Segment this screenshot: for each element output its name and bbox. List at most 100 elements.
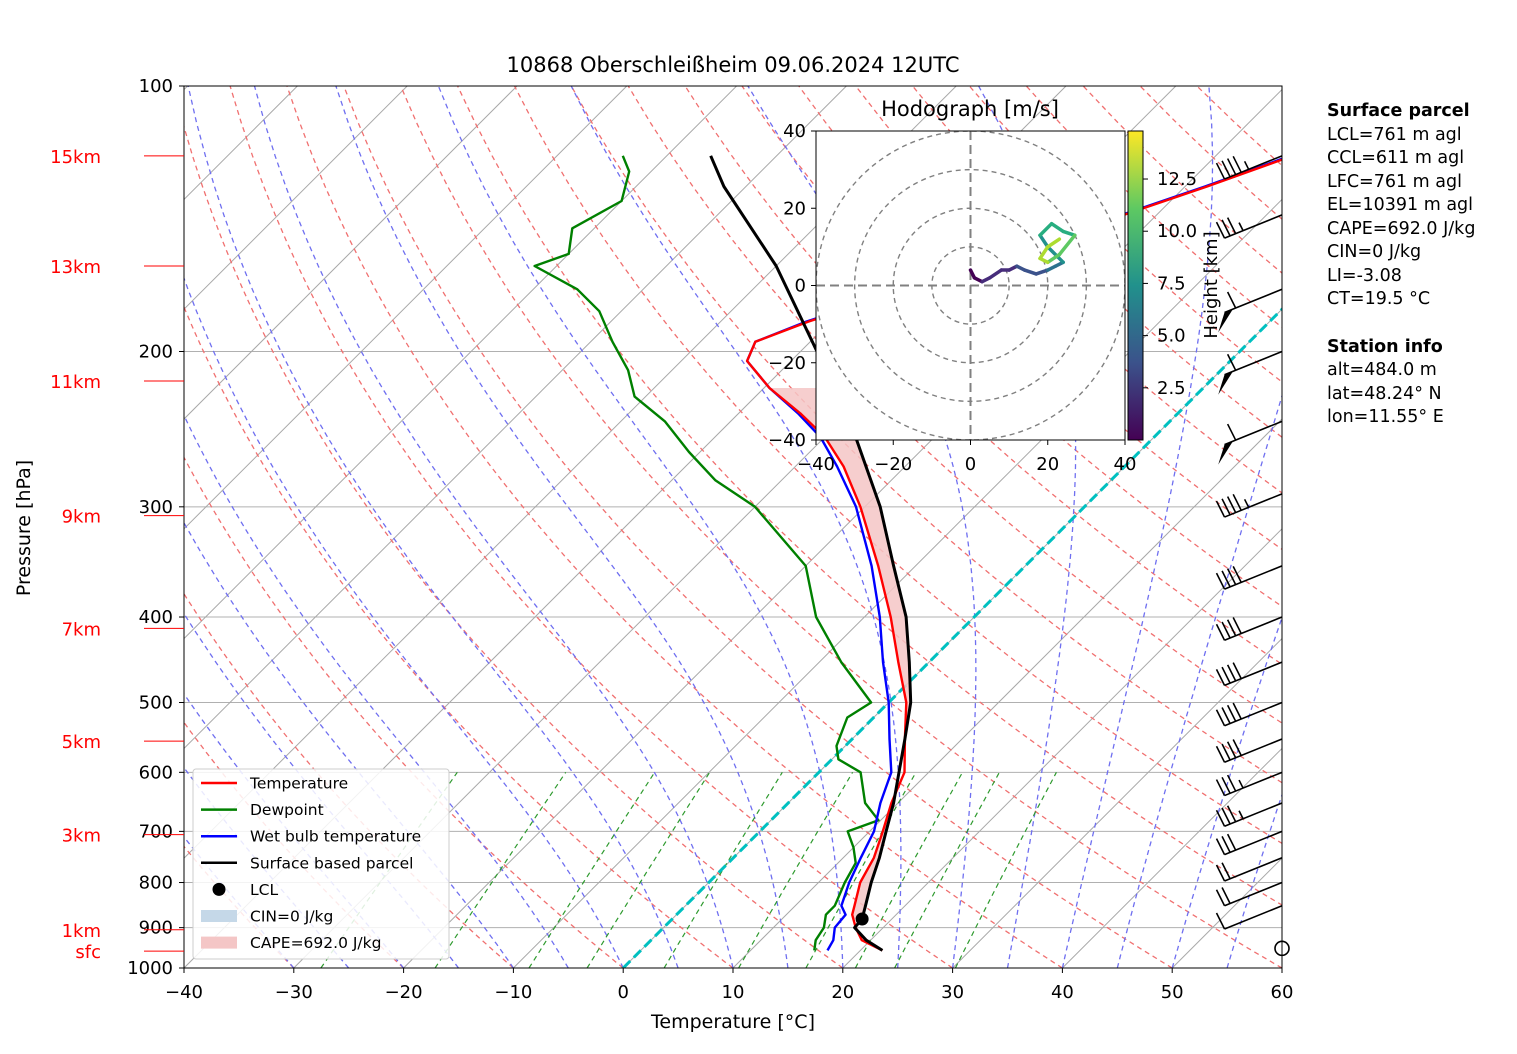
zero-degree-isotherm: [622, 307, 1282, 968]
barb-full: [1226, 496, 1237, 513]
barb-full: [1215, 500, 1226, 518]
info-panel: Surface parcel LCL=761 m agl CCL=611 m a…: [1327, 100, 1512, 430]
dry-adiabat: [343, 86, 1173, 968]
surface-line: LCL=761 m agl: [1327, 124, 1462, 145]
wind-barb: [1215, 802, 1283, 827]
legend-label: Surface based parcel: [250, 854, 413, 872]
moist-adiabat: [1226, 792, 1282, 968]
isotherm: [952, 637, 1282, 968]
barb-full: [1221, 743, 1231, 761]
barb-half: [1243, 160, 1250, 170]
moist-adiabat: [1116, 393, 1282, 968]
hodo-y-tick-label: 0: [795, 276, 806, 297]
barb-full: [1226, 568, 1237, 585]
moist-adiabat: [570, 86, 902, 968]
legend: Temperature Dewpoint Wet bulb temperature S…: [192, 768, 450, 960]
hodo-y-tick-label: 20: [783, 198, 806, 219]
barb-full: [1221, 160, 1231, 178]
moist-adiabat: [335, 86, 789, 968]
y-tick-label: 300: [139, 497, 173, 518]
dry-adiabat: [513, 86, 1282, 845]
wind-barb: [1218, 288, 1283, 333]
dry-adiabat: [184, 305, 734, 968]
barb-full: [1221, 887, 1231, 904]
dry-adiabat: [457, 86, 1282, 906]
barb-flag: [1218, 371, 1233, 395]
barb-staff: [1224, 771, 1283, 797]
legend-label: CIN=0 J/kg: [250, 908, 333, 926]
wind-barb: [1274, 940, 1290, 957]
height-label: 1km: [62, 921, 101, 942]
x-tick-label: 0: [617, 982, 628, 1003]
barb-full: [1232, 702, 1242, 720]
wind-barb: [1215, 493, 1283, 518]
height-label: 9km: [62, 507, 101, 528]
calm-circle: [1274, 940, 1290, 957]
mixing-ratio-line: [663, 771, 783, 968]
mixing-ratio-line: [528, 771, 656, 968]
x-tick-label: 50: [1161, 982, 1184, 1003]
wind-barb: [1215, 905, 1283, 930]
barb-full: [1226, 423, 1237, 441]
x-tick-label: 10: [722, 982, 745, 1003]
barb-full: [1232, 155, 1242, 173]
legend-label: Dewpoint: [250, 801, 324, 819]
barb-full: [1226, 353, 1237, 371]
height-label: 11km: [50, 372, 101, 393]
moist-adiabat: [184, 413, 569, 968]
barb-staff: [1224, 420, 1283, 446]
station-info-title: Station info: [1327, 336, 1443, 357]
barb-full: [1215, 669, 1226, 686]
isotherm: [513, 198, 1282, 968]
barb-staff: [1224, 661, 1283, 687]
barb-full: [1221, 219, 1231, 237]
barb-staff: [1224, 905, 1283, 930]
moist-adiabat: [1061, 86, 1214, 968]
moist-adiabat: [253, 86, 734, 968]
barb-full: [1215, 912, 1226, 930]
barb-staff: [1224, 214, 1283, 239]
hodograph-segment: [1049, 221, 1065, 234]
surface-line: CT=19.5 °C: [1327, 289, 1431, 309]
surface-line: CAPE=692.0 J/kg: [1327, 218, 1476, 239]
station-line: lon=11.55° E: [1327, 407, 1444, 427]
moist-adiabat: [978, 86, 1077, 968]
x-tick-label: 60: [1271, 982, 1294, 1003]
barb-half: [1238, 810, 1244, 820]
hodograph-title: Hodograph [m/s]: [881, 97, 1059, 121]
barb-staff: [1224, 738, 1283, 763]
y-tick-label: 600: [139, 762, 173, 783]
isotherm: [1062, 747, 1282, 968]
station-line: lat=48.24° N: [1327, 383, 1442, 404]
barb-full: [1221, 621, 1231, 639]
legend-swatch-dot: [212, 882, 226, 896]
barb-full: [1226, 664, 1237, 682]
y-tick-label: 1000: [127, 958, 173, 979]
barb-full: [1215, 221, 1226, 239]
hodograph: Hodograph [m/s] −40 −20 0 20 40 40 20 0 −20 −40 2…: [768, 97, 1222, 475]
y-tick-label: 900: [139, 918, 173, 939]
surface-line: LFC=761 m agl: [1327, 171, 1462, 192]
barb-full: [1215, 572, 1226, 590]
surface-line: LI=-3.08: [1327, 265, 1402, 286]
barb-full: [1226, 833, 1237, 851]
surface-line: EL=10391 m agl: [1327, 195, 1474, 215]
wind-barb: [1215, 738, 1283, 763]
x-tick-label: 20: [831, 982, 854, 1003]
legend-label: Wet bulb temperature: [250, 828, 421, 846]
barb-full: [1215, 162, 1226, 180]
surface-line: CCL=611 m agl: [1327, 148, 1465, 168]
barb-full: [1232, 493, 1242, 511]
y-tick-label: 500: [139, 692, 173, 713]
wind-barb: [1215, 830, 1283, 856]
wind-barb: [1215, 701, 1283, 727]
barb-full: [1226, 291, 1237, 309]
dry-adiabat: [184, 721, 405, 968]
legend-label: CAPE=692.0 J/kg: [250, 934, 381, 952]
x-tick-label: 30: [941, 982, 964, 1003]
barb-full: [1215, 809, 1226, 827]
wind-barb: [1215, 881, 1283, 907]
y-axis-label: Pressure [hPa]: [13, 460, 35, 596]
barb-full: [1215, 623, 1226, 641]
barb-staff: [1224, 565, 1283, 590]
